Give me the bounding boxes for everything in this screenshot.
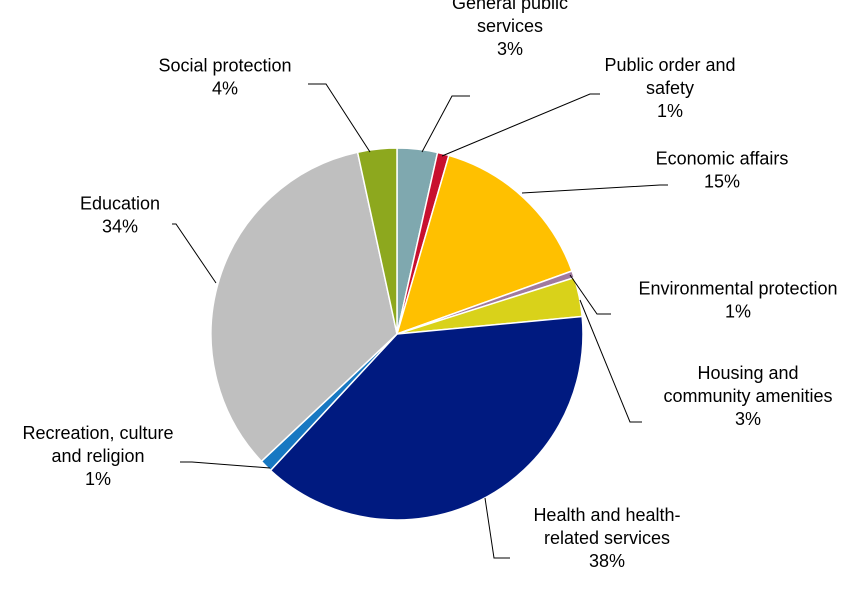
slice-category-label: Housing and (697, 363, 798, 383)
slice-category-label: related services (544, 528, 670, 548)
pie-slice-economic-affairs (395, 154, 573, 336)
slice-percent-label: 4% (212, 79, 238, 99)
slice-category-label: Environmental protection (638, 279, 837, 299)
slice-percent-label: 15% (704, 172, 740, 192)
leader-line-environmental-protection (569, 274, 611, 315)
data-label-housing-and-community-amenities: Housing and community amenities 3% (663, 363, 832, 429)
slice-category-label: Public order and (604, 55, 735, 75)
slice-category-label: Health and health- (533, 505, 680, 525)
leader-line-social-protection (308, 83, 371, 153)
slice-percent-label: 3% (735, 409, 761, 429)
leader-line-economic-affairs (521, 184, 668, 194)
leader-line-general-public-services (421, 95, 470, 153)
slice-category-label: and religion (51, 446, 144, 466)
leader-line-public-order-and-safety (441, 93, 600, 157)
leader-line-education (172, 223, 217, 284)
data-label-environmental-protection: Environmental protection 1% (638, 279, 837, 322)
data-label-economic-affairs: Economic affairs 15% (656, 149, 789, 192)
leader-line-health-and-health-related-services (484, 497, 510, 559)
data-label-education: Education 34% (80, 194, 160, 237)
data-label-social-protection: Social protection 4% (158, 56, 291, 99)
data-label-general-public-services: General public services 3% (452, 0, 568, 59)
pie-slice-education (210, 151, 398, 463)
slice-percent-label: 1% (657, 101, 683, 121)
data-label-health-and-health-related-services: Health and health-related services 38% (533, 505, 680, 571)
slice-category-label: Education (80, 194, 160, 214)
data-label-recreation-culture-and-religion: Recreation, culture and religion 1% (22, 423, 173, 489)
slice-category-label: Economic affairs (656, 149, 789, 169)
slice-category-label: services (477, 16, 543, 36)
labels-layer: General public services 3% Public order and… (22, 0, 837, 571)
slice-category-label: Social protection (158, 56, 291, 76)
data-label-public-order-and-safety: Public order and safety 1% (604, 55, 735, 121)
leader-line-recreation-culture-and-religion (180, 461, 271, 469)
slice-percent-label: 1% (725, 302, 751, 322)
slice-percent-label: 3% (497, 39, 523, 59)
slice-category-label: General public (452, 0, 568, 13)
leader-lines-layer (172, 83, 668, 559)
slice-category-label: community amenities (663, 386, 832, 406)
pie-slice-social-protection (356, 147, 398, 335)
leader-line-housing-and-community-amenities (579, 299, 642, 423)
slice-category-label: Recreation, culture (22, 423, 173, 443)
slice-percent-label: 38% (589, 551, 625, 571)
slices-layer (210, 147, 584, 521)
pie-slice-health-and-health-related-services (269, 315, 584, 521)
slice-percent-label: 34% (102, 217, 138, 237)
slice-percent-label: 1% (85, 469, 111, 489)
slice-category-label: safety (646, 78, 694, 98)
